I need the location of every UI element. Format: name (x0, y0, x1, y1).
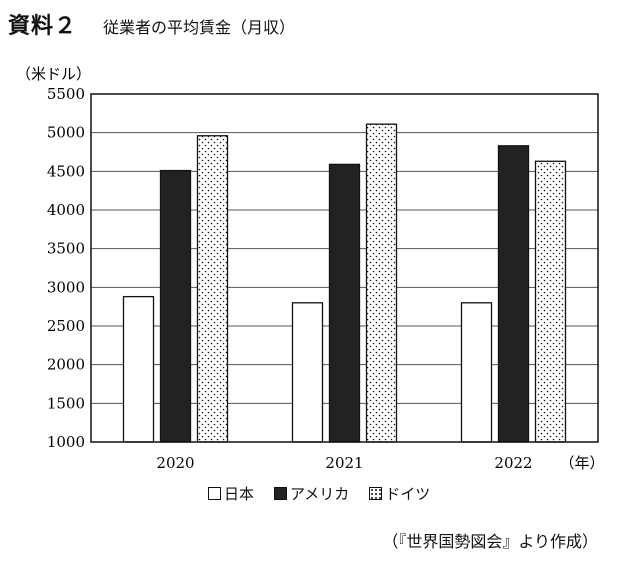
y-tick-label: 2000 (47, 356, 85, 374)
x-axis-label: （年） (559, 454, 604, 472)
y-tick-label: 4000 (47, 201, 85, 219)
legend-item-germany: ドイツ (369, 483, 430, 504)
bar-japan (291, 302, 324, 443)
y-tick-label: 4500 (47, 162, 85, 180)
legend-swatch-black-icon (274, 487, 288, 500)
x-tick-label: 2021 (325, 454, 363, 472)
y-tick-label: 1000 (47, 433, 85, 451)
x-tick-label: 2022 (494, 454, 532, 472)
y-tick-label: 3000 (47, 278, 85, 296)
y-tick-label: 3500 (47, 240, 85, 258)
bar-usa (159, 169, 192, 443)
bar-germany (365, 123, 398, 443)
bar-chart: （米ドル） 1000 1500 2000 2500 3000 3500 4000 4500 50… (16, 65, 605, 472)
y-tick-label: 2500 (47, 317, 85, 335)
bar-usa (497, 145, 530, 443)
chart-legend: 日本 アメリカ ドイツ (208, 483, 450, 504)
bar-usa (328, 163, 361, 443)
bar-japan (122, 295, 155, 443)
legend-label: ドイツ (385, 485, 431, 503)
document-label: 資料２ (8, 14, 78, 39)
bar-japan (460, 302, 493, 443)
y-tick-label: 1500 (47, 394, 85, 412)
chart-title: 従業者の平均賃金（月収） (103, 18, 296, 37)
legend-item-usa: アメリカ (274, 483, 349, 504)
x-tick-label: 2020 (156, 454, 194, 472)
legend-swatch-white-icon (208, 487, 221, 500)
y-tick-label: 5500 (47, 85, 85, 103)
legend-label: 日本 (224, 485, 255, 503)
plot-frame (90, 93, 599, 443)
y-tick-label: 5000 (47, 124, 85, 142)
legend-label: アメリカ (290, 485, 350, 503)
legend-swatch-dotted-icon (369, 487, 383, 500)
bar-germany (534, 160, 567, 443)
legend-item-japan: 日本 (208, 483, 254, 504)
bar-germany (196, 135, 229, 443)
source-note: （『世界国勢図会』より作成） (382, 532, 598, 551)
chart-heading: 資料２ 従業者の平均賃金（月収） (8, 8, 295, 40)
y-axis-label: （米ドル） (16, 65, 91, 83)
